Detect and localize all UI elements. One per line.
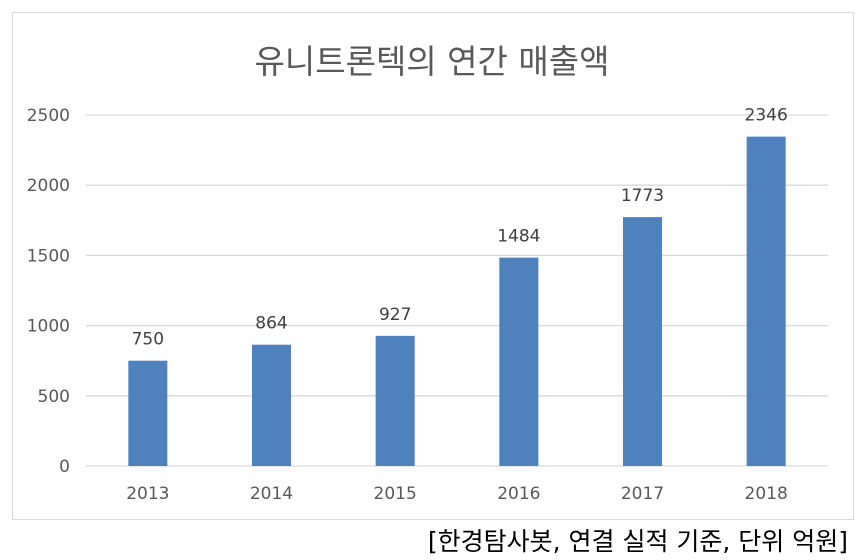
x-tick-label: 2015 (374, 484, 417, 504)
y-tick-label: 2000 (27, 176, 70, 196)
y-tick-label: 2500 (27, 106, 70, 126)
data-label: 864 (255, 314, 287, 334)
data-label: 750 (132, 330, 164, 350)
bar (623, 217, 662, 466)
bars (128, 136, 786, 467)
data-labels: 750 864 927 1484 1773 2346 (132, 106, 788, 350)
y-tick-label: 1000 (27, 317, 70, 337)
x-tick-label: 2016 (497, 484, 540, 504)
bar (499, 257, 539, 466)
data-label: 1773 (621, 186, 664, 206)
x-axis-tick-labels: 2013 2014 2015 2016 2017 2018 (126, 484, 788, 504)
bar (375, 335, 415, 466)
y-axis-tick-labels: 0 500 1000 1500 2000 2500 (27, 106, 70, 477)
x-tick-label: 2013 (126, 484, 169, 504)
gridlines (86, 114, 828, 467)
x-tick-label: 2014 (250, 484, 293, 504)
data-label: 1484 (497, 227, 540, 247)
bar (746, 136, 786, 467)
data-label: 927 (379, 305, 411, 325)
y-tick-label: 0 (59, 457, 70, 477)
bar (252, 344, 291, 466)
x-tick-label: 2018 (745, 484, 788, 504)
y-tick-label: 1500 (27, 246, 70, 266)
bar (128, 360, 168, 466)
y-tick-label: 500 (38, 387, 70, 407)
x-tick-label: 2017 (621, 484, 664, 504)
source-note: [한경탐사봇, 연결 실적 기준, 단위 억원] (427, 527, 848, 556)
chart-title: 유니트론텍의 연간 매출액 (255, 42, 610, 81)
data-label: 2346 (745, 106, 788, 126)
